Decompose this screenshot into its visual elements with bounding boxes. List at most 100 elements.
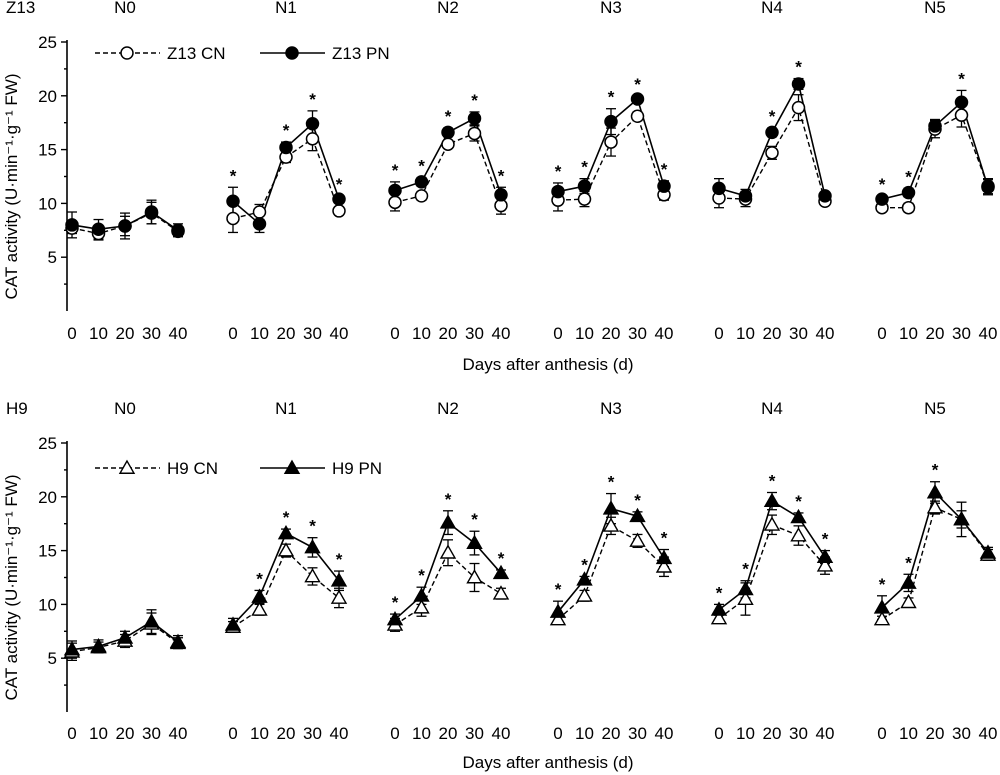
x-tick-label: 40 [979,724,998,743]
x-tick-label: 30 [628,724,647,743]
x-tick-label: 20 [602,724,621,743]
legend-label: Z13 PN [332,44,390,63]
data-point [926,499,944,514]
data-point [65,218,79,232]
data-point [791,100,806,115]
data-point [953,510,970,526]
legend-label: H9 PN [332,459,382,478]
significance-star: * [283,121,290,140]
x-tick-label: 40 [655,324,674,343]
x-tick-label: 30 [142,324,161,343]
x-tick-label: 30 [952,324,971,343]
x-tick-label: 10 [899,324,918,343]
data-point [710,601,728,616]
x-tick-label: 30 [303,724,322,743]
data-point [388,195,402,210]
x-axis-label: Days after anthesis (d) [462,355,633,374]
significance-star: * [742,560,749,579]
significance-star: * [822,530,829,549]
panel-h9: 5 10 15 20 25 CAT activity (U·min⁻¹·g⁻¹ FW) Da… [2,399,997,772]
data-point [981,180,995,195]
x-tick-label: 0 [877,324,886,343]
significance-star: * [769,107,776,126]
data-point [413,587,430,602]
series-z13-pn [67,77,993,240]
x-tick-label: 20 [116,324,135,343]
data-point [169,633,187,649]
data-point [118,219,132,233]
x-tick-label: 10 [736,724,755,743]
y-tick-label: 20 [38,488,57,507]
y-tick-label: 5 [48,248,57,267]
x-tick-label: 30 [628,324,647,343]
data-point [414,189,429,203]
significance-star: * [581,555,588,574]
significance-star: * [581,158,588,177]
series-line [718,105,826,202]
legend-label: Z13 CN [167,44,226,63]
data-point [763,492,781,508]
significance-star: * [230,166,237,185]
x-tick-label: 10 [575,724,594,743]
data-point [926,484,944,499]
series-h9-cn [67,500,993,662]
significance-star: * [634,75,641,94]
significance-star: * [256,569,263,588]
data-point [549,603,567,618]
group-label-n3: N3 [600,0,622,17]
data-point [224,616,242,631]
group-label-n1: N1 [275,0,297,17]
data-point [875,192,889,206]
legend-marker [118,459,136,474]
data-point [252,217,267,231]
x-tick-label: 40 [492,724,511,743]
x-tick-label: 40 [169,724,188,743]
series-z13-cn [67,94,993,241]
data-point [738,189,753,203]
x-tick-label: 20 [926,324,945,343]
data-point [388,183,402,198]
data-point [900,574,917,589]
data-point [901,200,916,215]
x-tick-label: 10 [899,724,918,743]
legend-marker [285,46,299,60]
data-point [602,517,620,532]
data-point [144,205,159,219]
significance-star: * [392,593,399,612]
significance-star: * [555,580,562,599]
y-tick-label: 15 [38,542,57,561]
significance-star: * [471,510,478,529]
data-point [979,544,997,559]
data-point [251,601,268,616]
significance-star: * [905,167,912,186]
data-point [494,188,508,202]
x-tick-label: 30 [465,724,484,743]
data-point [629,532,646,547]
significance-star: * [498,166,505,185]
data-point [901,185,916,200]
data-point [657,179,671,193]
data-point [763,516,781,531]
data-point [386,611,404,626]
series-line [232,549,340,628]
data-point [251,588,268,603]
y-tick-label: 5 [48,649,57,668]
data-point [576,587,593,602]
legend-label: H9 CN [167,459,218,478]
x-tick-label: 40 [169,324,188,343]
x-tick-label: 0 [877,724,886,743]
x-tick-label: 0 [228,324,237,343]
data-point [655,558,673,573]
y-tick-label: 25 [38,434,57,453]
data-point [492,585,510,600]
series-line [557,524,665,620]
series-line [394,132,502,206]
significance-star: * [498,549,505,568]
x-tick-label: 0 [390,324,399,343]
group-label-n4: N4 [761,0,783,17]
significance-star: * [392,161,399,180]
series-line [881,100,989,200]
data-point [549,611,567,626]
data-point [737,590,754,605]
data-point [577,179,592,193]
